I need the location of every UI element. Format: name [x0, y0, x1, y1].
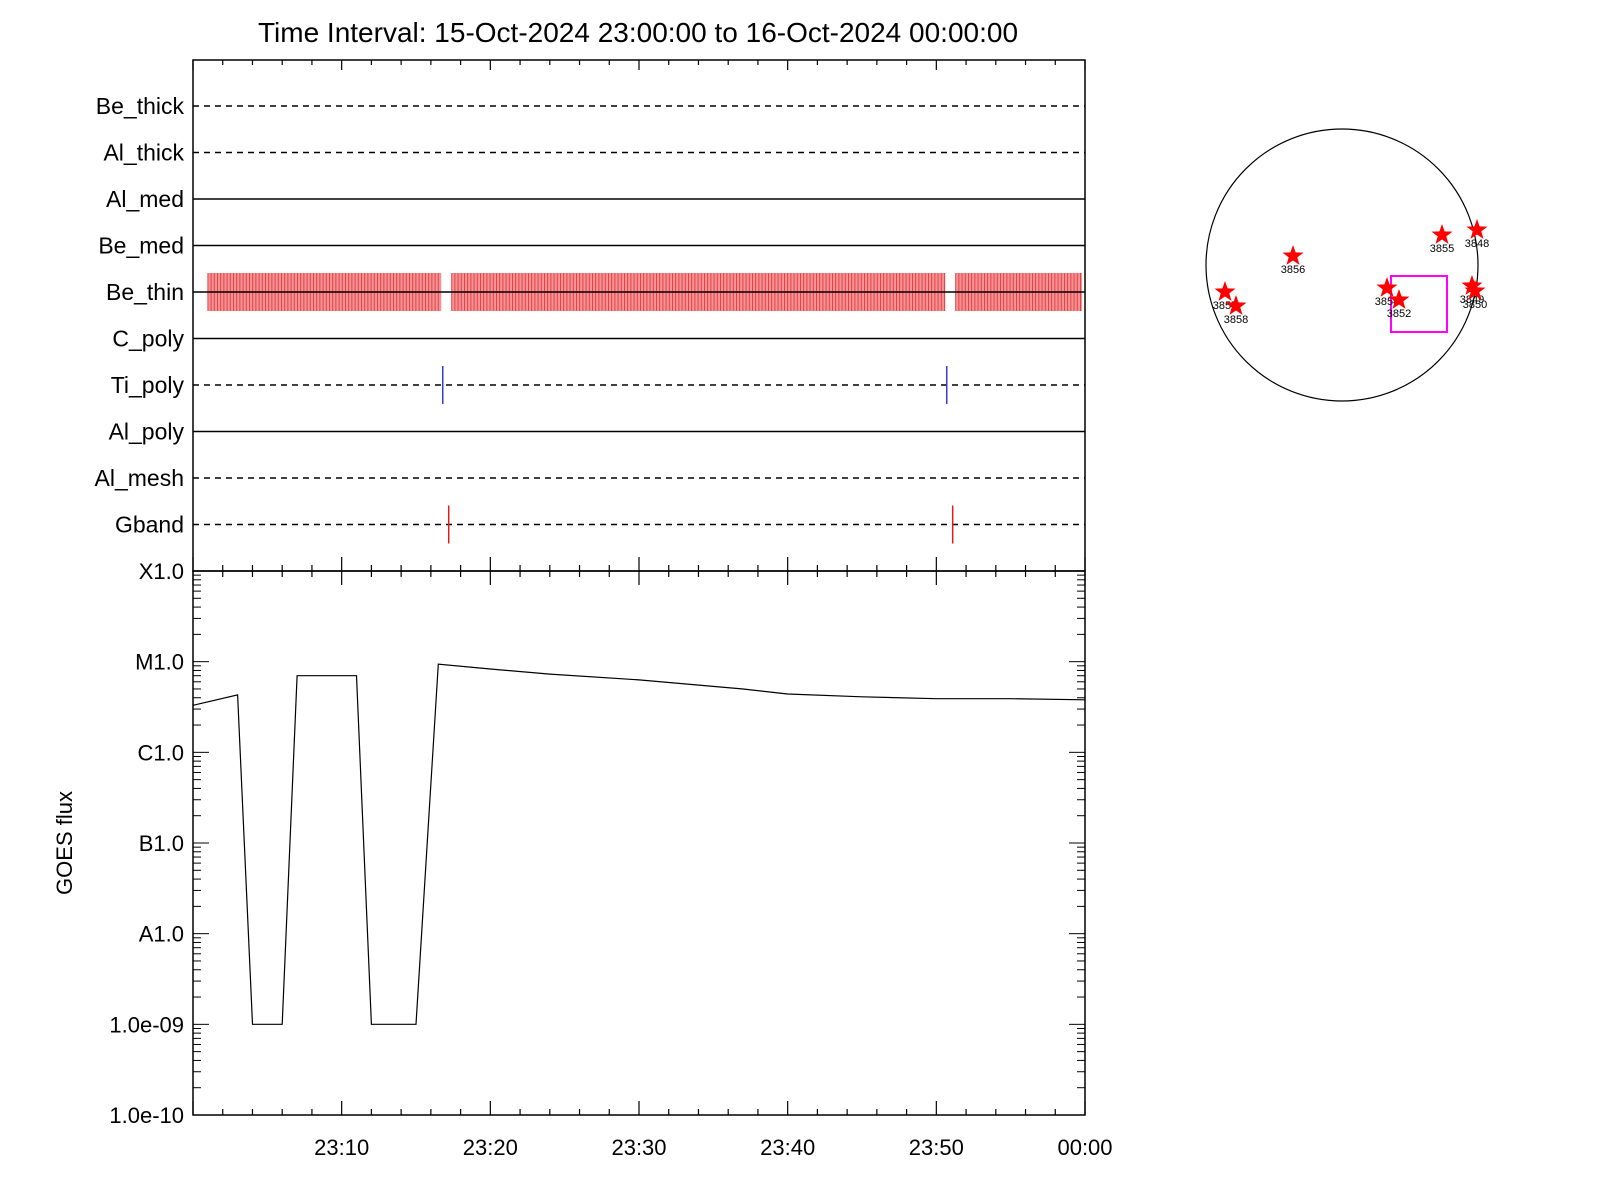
active-region-3852: 3852 — [1387, 289, 1411, 320]
filter-row-c-poly: C_poly — [112, 326, 1085, 352]
goes-y-tick-label: 1.0e-10 — [109, 1103, 184, 1128]
goes-x-tick-label: 23:20 — [463, 1135, 518, 1160]
active-region-3855: 3855 — [1430, 224, 1454, 255]
region-star-icon — [1376, 277, 1398, 297]
goes-y-tick-label: X1.0 — [139, 559, 184, 584]
region-star-icon — [1461, 275, 1483, 295]
filter-row-al-mesh: Al_mesh — [95, 465, 1085, 491]
goes-y-tick-label: A1.0 — [139, 922, 184, 947]
goes-flux-series-line — [192, 663, 1086, 1025]
filter-label: Al_med — [106, 186, 184, 212]
filter-row-be-med: Be_med — [98, 233, 1085, 259]
region-star-icon — [1225, 295, 1247, 315]
filter-row-al-thick: Al_thick — [103, 140, 1085, 166]
active-region-3858: 3858 — [1224, 295, 1248, 326]
filter-label: Be_thick — [96, 93, 185, 119]
goes-x-tick-label: 23:40 — [760, 1135, 815, 1160]
region-label: 3848 — [1465, 238, 1489, 250]
region-label: 3850 — [1463, 299, 1487, 311]
filter-label: Al_thick — [103, 140, 184, 166]
filter-label: Al_mesh — [95, 465, 184, 491]
region-star-icon — [1464, 280, 1486, 300]
goes-axes — [192, 571, 1086, 1116]
goes-y-tick-label: B1.0 — [139, 831, 184, 856]
timeline-ticks — [192, 60, 1086, 571]
filter-label: C_poly — [112, 326, 184, 352]
goes-y-tick-label: C1.0 — [138, 740, 184, 765]
goes-y-axis-label: GOES flux — [52, 791, 77, 895]
filter-row-ti-poly: Ti_poly — [111, 366, 1085, 404]
active-region-3850: 3850 — [1463, 280, 1487, 311]
filter-row-al-med: Al_med — [106, 186, 1085, 212]
filter-timeline-panel: Be_thick Al_thick Al_med Be_med Be_thin C_pol… — [95, 59, 1086, 572]
region-label: 3852 — [1387, 308, 1411, 320]
filter-row-gband: Gband — [115, 505, 1085, 544]
filter-row-be-thick: Be_thick — [96, 93, 1085, 119]
goes-y-tick-label: M1.0 — [135, 650, 184, 675]
goes-y-tick-label: 1.0e-09 — [109, 1012, 184, 1037]
observation-box — [1390, 275, 1448, 333]
goes-x-tick-labels: 23:10 23:20 23:30 23:40 23:50 00:00 — [314, 1135, 1112, 1160]
active-region-3856: 3856 — [1281, 245, 1305, 276]
active-region-3848: 3848 — [1465, 219, 1489, 250]
goes-x-tick-label: 23:10 — [314, 1135, 369, 1160]
goes-x-tick-label: 23:50 — [909, 1135, 964, 1160]
filter-row-be-thin: Be_thin — [106, 273, 1085, 311]
filter-label: Be_thin — [106, 279, 184, 305]
goes-y-tick-labels: 1.0e-10 1.0e-09 A1.0 B1.0 C1.0 M1.0 X1.0 — [109, 559, 184, 1128]
region-star-icon — [1214, 281, 1236, 301]
goes-frame — [192, 570, 1086, 1116]
region-label: 3856 — [1281, 264, 1305, 276]
region-label: 3858 — [1224, 314, 1248, 326]
filter-row-al-poly: Al_poly — [109, 419, 1085, 445]
region-star-icon — [1282, 245, 1304, 265]
region-label: 3855 — [1430, 243, 1454, 255]
timeline-rows: Be_thick Al_thick Al_med Be_med Be_thin C_pol… — [95, 93, 1085, 544]
region-star-icon — [1431, 224, 1453, 244]
filter-label: Gband — [115, 512, 184, 538]
filter-label: Al_poly — [109, 419, 185, 445]
filter-label: Ti_poly — [111, 372, 185, 398]
goes-x-tick-label: 23:30 — [611, 1135, 666, 1160]
chart-title: Time Interval: 15-Oct-2024 23:00:00 to 1… — [258, 17, 1018, 48]
goes-flux-panel: 1.0e-10 1.0e-09 A1.0 B1.0 C1.0 M1.0 X1.0 23:10… — [52, 559, 1113, 1160]
region-star-icon — [1466, 219, 1488, 239]
goes-x-tick-label: 00:00 — [1057, 1135, 1112, 1160]
region-star-icon — [1388, 289, 1410, 309]
solar-disk — [1205, 128, 1479, 402]
timeline-frame — [192, 59, 1086, 572]
filter-label: Be_med — [98, 233, 184, 259]
